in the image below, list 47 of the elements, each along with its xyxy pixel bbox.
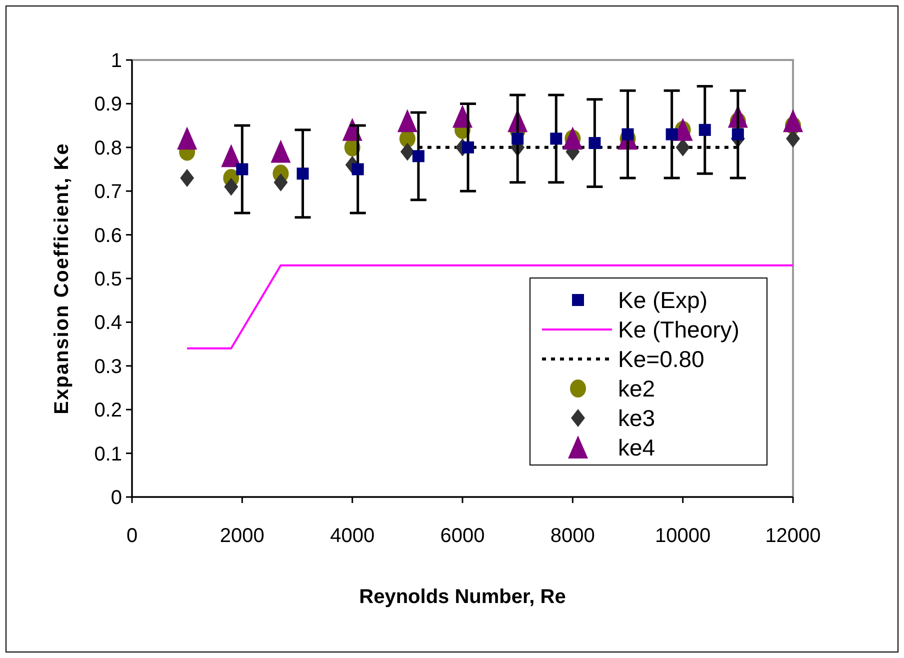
point xyxy=(352,163,364,176)
point xyxy=(236,163,248,176)
x-tick-label: 12000 xyxy=(765,525,821,547)
y-tick-label: 0.1 xyxy=(94,443,122,466)
legend-label: Ke=0.80 xyxy=(618,346,704,372)
point xyxy=(512,132,524,145)
y-tick-label: 0.2 xyxy=(94,400,122,422)
x-tick-label: 10000 xyxy=(655,525,711,547)
point xyxy=(400,142,414,161)
point xyxy=(221,144,242,168)
point xyxy=(732,128,744,140)
x-tick-label: 2000 xyxy=(220,525,264,547)
point xyxy=(783,109,803,132)
y-tick-label: 0.4 xyxy=(94,312,122,334)
point xyxy=(622,128,634,140)
point xyxy=(588,137,601,150)
point xyxy=(550,132,562,145)
point xyxy=(177,126,198,150)
x-tick-label: 6000 xyxy=(440,525,485,547)
y-tick-label: 0.5 xyxy=(94,268,122,290)
point xyxy=(274,173,288,192)
y-tick-label: 0.8 xyxy=(94,137,122,160)
point xyxy=(270,140,291,163)
point xyxy=(180,168,194,187)
y-tick-label: 0.9 xyxy=(94,94,122,116)
x-tick-label: 8000 xyxy=(550,525,595,547)
legend-label: Ke (Exp) xyxy=(618,287,708,314)
y-tick-label: 0.7 xyxy=(94,181,122,204)
legend-label: ke3 xyxy=(618,405,656,432)
legend-label: ke2 xyxy=(618,376,656,402)
y-tick-label: 0.6 xyxy=(94,224,122,247)
x-tick-label: 0 xyxy=(126,525,138,547)
point xyxy=(462,141,474,154)
point xyxy=(296,168,309,180)
point xyxy=(666,128,678,140)
legend-label: Ke (Theory) xyxy=(618,316,740,343)
point xyxy=(412,150,424,162)
x-tick-label: 4000 xyxy=(330,525,375,547)
x-axis-title: Reynolds Number, Re xyxy=(359,586,566,608)
y-tick-label: 0.3 xyxy=(94,356,122,378)
y-tick-label: 0 xyxy=(110,487,122,509)
y-tick-label: 1 xyxy=(110,50,122,72)
y-axis-title: Expansion Coefficient, Ke xyxy=(51,142,73,414)
legend-label: ke4 xyxy=(618,434,656,461)
point xyxy=(397,109,418,132)
point xyxy=(698,124,711,136)
point xyxy=(224,178,238,196)
